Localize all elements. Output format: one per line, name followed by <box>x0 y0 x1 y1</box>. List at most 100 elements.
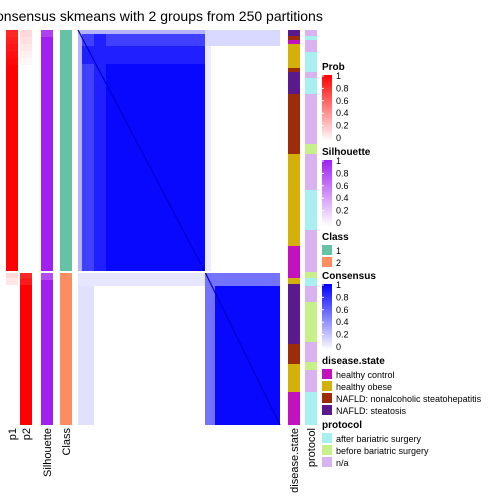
consensus-legend-tick-label: 0.2 <box>336 330 349 340</box>
disease-state-cell <box>288 30 300 36</box>
disease-state-cell <box>288 344 300 364</box>
consensus-legend-tick-label: 0 <box>336 342 341 352</box>
protocol-cell <box>305 30 317 36</box>
class-column-group2 <box>60 272 72 425</box>
consensus-cell <box>78 286 94 425</box>
disease-state-cell <box>288 50 300 68</box>
class-legend-title: Class <box>322 232 349 243</box>
protocol-legend-swatch <box>322 457 332 467</box>
p2-cell <box>20 278 32 285</box>
protocol-legend-title: protocol <box>322 420 362 431</box>
protocol-legend-item-label: n/a <box>336 458 349 468</box>
group-gap <box>0 271 300 273</box>
p2-cell <box>20 272 32 278</box>
protocol-cell <box>305 52 317 72</box>
prob-legend-tick-label: 1 <box>336 71 341 81</box>
consensus-cell <box>94 30 106 272</box>
protocol-cell <box>305 72 317 78</box>
disease-state-legend-item-label: healthy control <box>336 370 395 380</box>
prob-legend-tick-label: 0.8 <box>336 83 349 93</box>
prob-legend-gradient <box>322 75 332 141</box>
consensus-cell <box>78 272 205 286</box>
disease-state-cell <box>288 294 300 344</box>
column-label-class: Class <box>61 428 73 456</box>
p2-cell <box>20 37 32 44</box>
protocol-cell <box>305 302 317 342</box>
consensus-legend-tick-label: 0.4 <box>336 317 349 327</box>
consensus-cell <box>78 46 205 64</box>
p2-column-group2 <box>20 285 32 425</box>
disease-state-cell <box>288 68 300 72</box>
p1-cell <box>6 278 18 285</box>
p1-cell <box>6 58 18 65</box>
silhouette-legend-tick-label: 0 <box>336 218 341 228</box>
p2-cell <box>20 44 32 51</box>
p1-column-group2 <box>6 285 18 425</box>
consensus-cell <box>205 30 280 46</box>
protocol-cell <box>305 278 317 286</box>
prob-legend-tick-label: 0.6 <box>336 96 349 106</box>
disease-state-cell <box>288 40 300 44</box>
p1-column-group1 <box>6 30 18 272</box>
disease-state-legend-title: disease.state <box>322 356 385 367</box>
p1-cell <box>6 272 18 278</box>
prob-legend-tick-label: 0 <box>336 133 341 143</box>
protocol-cell <box>305 94 317 144</box>
p1-cell <box>6 51 18 58</box>
prob-legend-tick-label: 0.4 <box>336 108 349 118</box>
disease-state-legend-swatch <box>322 381 332 391</box>
disease-state-legend-item-label: NAFLD: steatosis <box>336 406 407 416</box>
protocol-cell <box>305 392 317 425</box>
consensus-legend-tick-label: 0.6 <box>336 305 349 315</box>
silhouette-legend-tick-label: 1 <box>336 156 341 166</box>
column-label-disease-state: disease.state <box>289 428 301 493</box>
p2-column-group1 <box>20 30 32 272</box>
protocol-legend-item-label: after bariatric surgery <box>336 434 422 444</box>
disease-state-legend-swatch <box>322 369 332 379</box>
disease-state-legend-item-label: healthy obese <box>336 382 392 392</box>
protocol-cell <box>305 230 317 246</box>
consensus-cell <box>78 30 82 272</box>
silhouette-legend-title: Silhouette <box>322 147 371 158</box>
consensus-legend-tick-label: 0.8 <box>336 292 349 302</box>
protocol-cell <box>305 246 317 272</box>
column-label-silhouette: Silhouette <box>42 428 54 477</box>
chart-title: onsensus skmeans with 2 groups from 250 … <box>0 8 323 24</box>
disease-state-cell <box>288 44 300 50</box>
protocol-cell <box>305 342 317 362</box>
protocol-legend-swatch <box>322 433 332 443</box>
silhouette-legend-tick-label: 0.8 <box>336 168 349 178</box>
disease-state-cell <box>288 392 300 425</box>
consensus-cell <box>205 272 215 425</box>
p2-cell <box>20 58 32 65</box>
consensus-diagonal <box>77 29 206 273</box>
disease-state-cell <box>288 154 300 246</box>
silhouette-legend-gradient <box>322 160 332 226</box>
protocol-legend-swatch <box>322 445 332 455</box>
disease-state-cell <box>288 278 300 284</box>
consensus-cell <box>205 46 211 272</box>
protocol-cell <box>305 190 317 230</box>
disease-state-cell <box>288 364 300 392</box>
protocol-cell <box>305 286 317 302</box>
class-legend-item-label: 1 <box>336 246 341 256</box>
disease-state-cell <box>288 284 300 294</box>
consensus-cell <box>205 272 280 286</box>
consensus-legend-title: Consensus <box>322 271 376 282</box>
consensus-cell <box>78 30 205 34</box>
protocol-cell <box>305 36 317 40</box>
protocol-cell <box>305 370 317 392</box>
disease-state-legend-item-label: NAFLD: nonalcoholic steatohepatitis <box>336 394 482 404</box>
p2-cell <box>20 51 32 58</box>
protocol-cell <box>305 144 317 154</box>
disease-state-legend-swatch <box>322 405 332 415</box>
p2-cell <box>20 30 32 37</box>
class-legend-swatch <box>322 257 332 267</box>
class-legend-swatch <box>322 245 332 255</box>
protocol-cell <box>305 362 317 370</box>
disease-state-cell <box>288 94 300 154</box>
disease-state-cell <box>288 72 300 94</box>
disease-state-cell <box>288 246 300 272</box>
silhouette-legend-tick-label: 0.4 <box>336 193 349 203</box>
